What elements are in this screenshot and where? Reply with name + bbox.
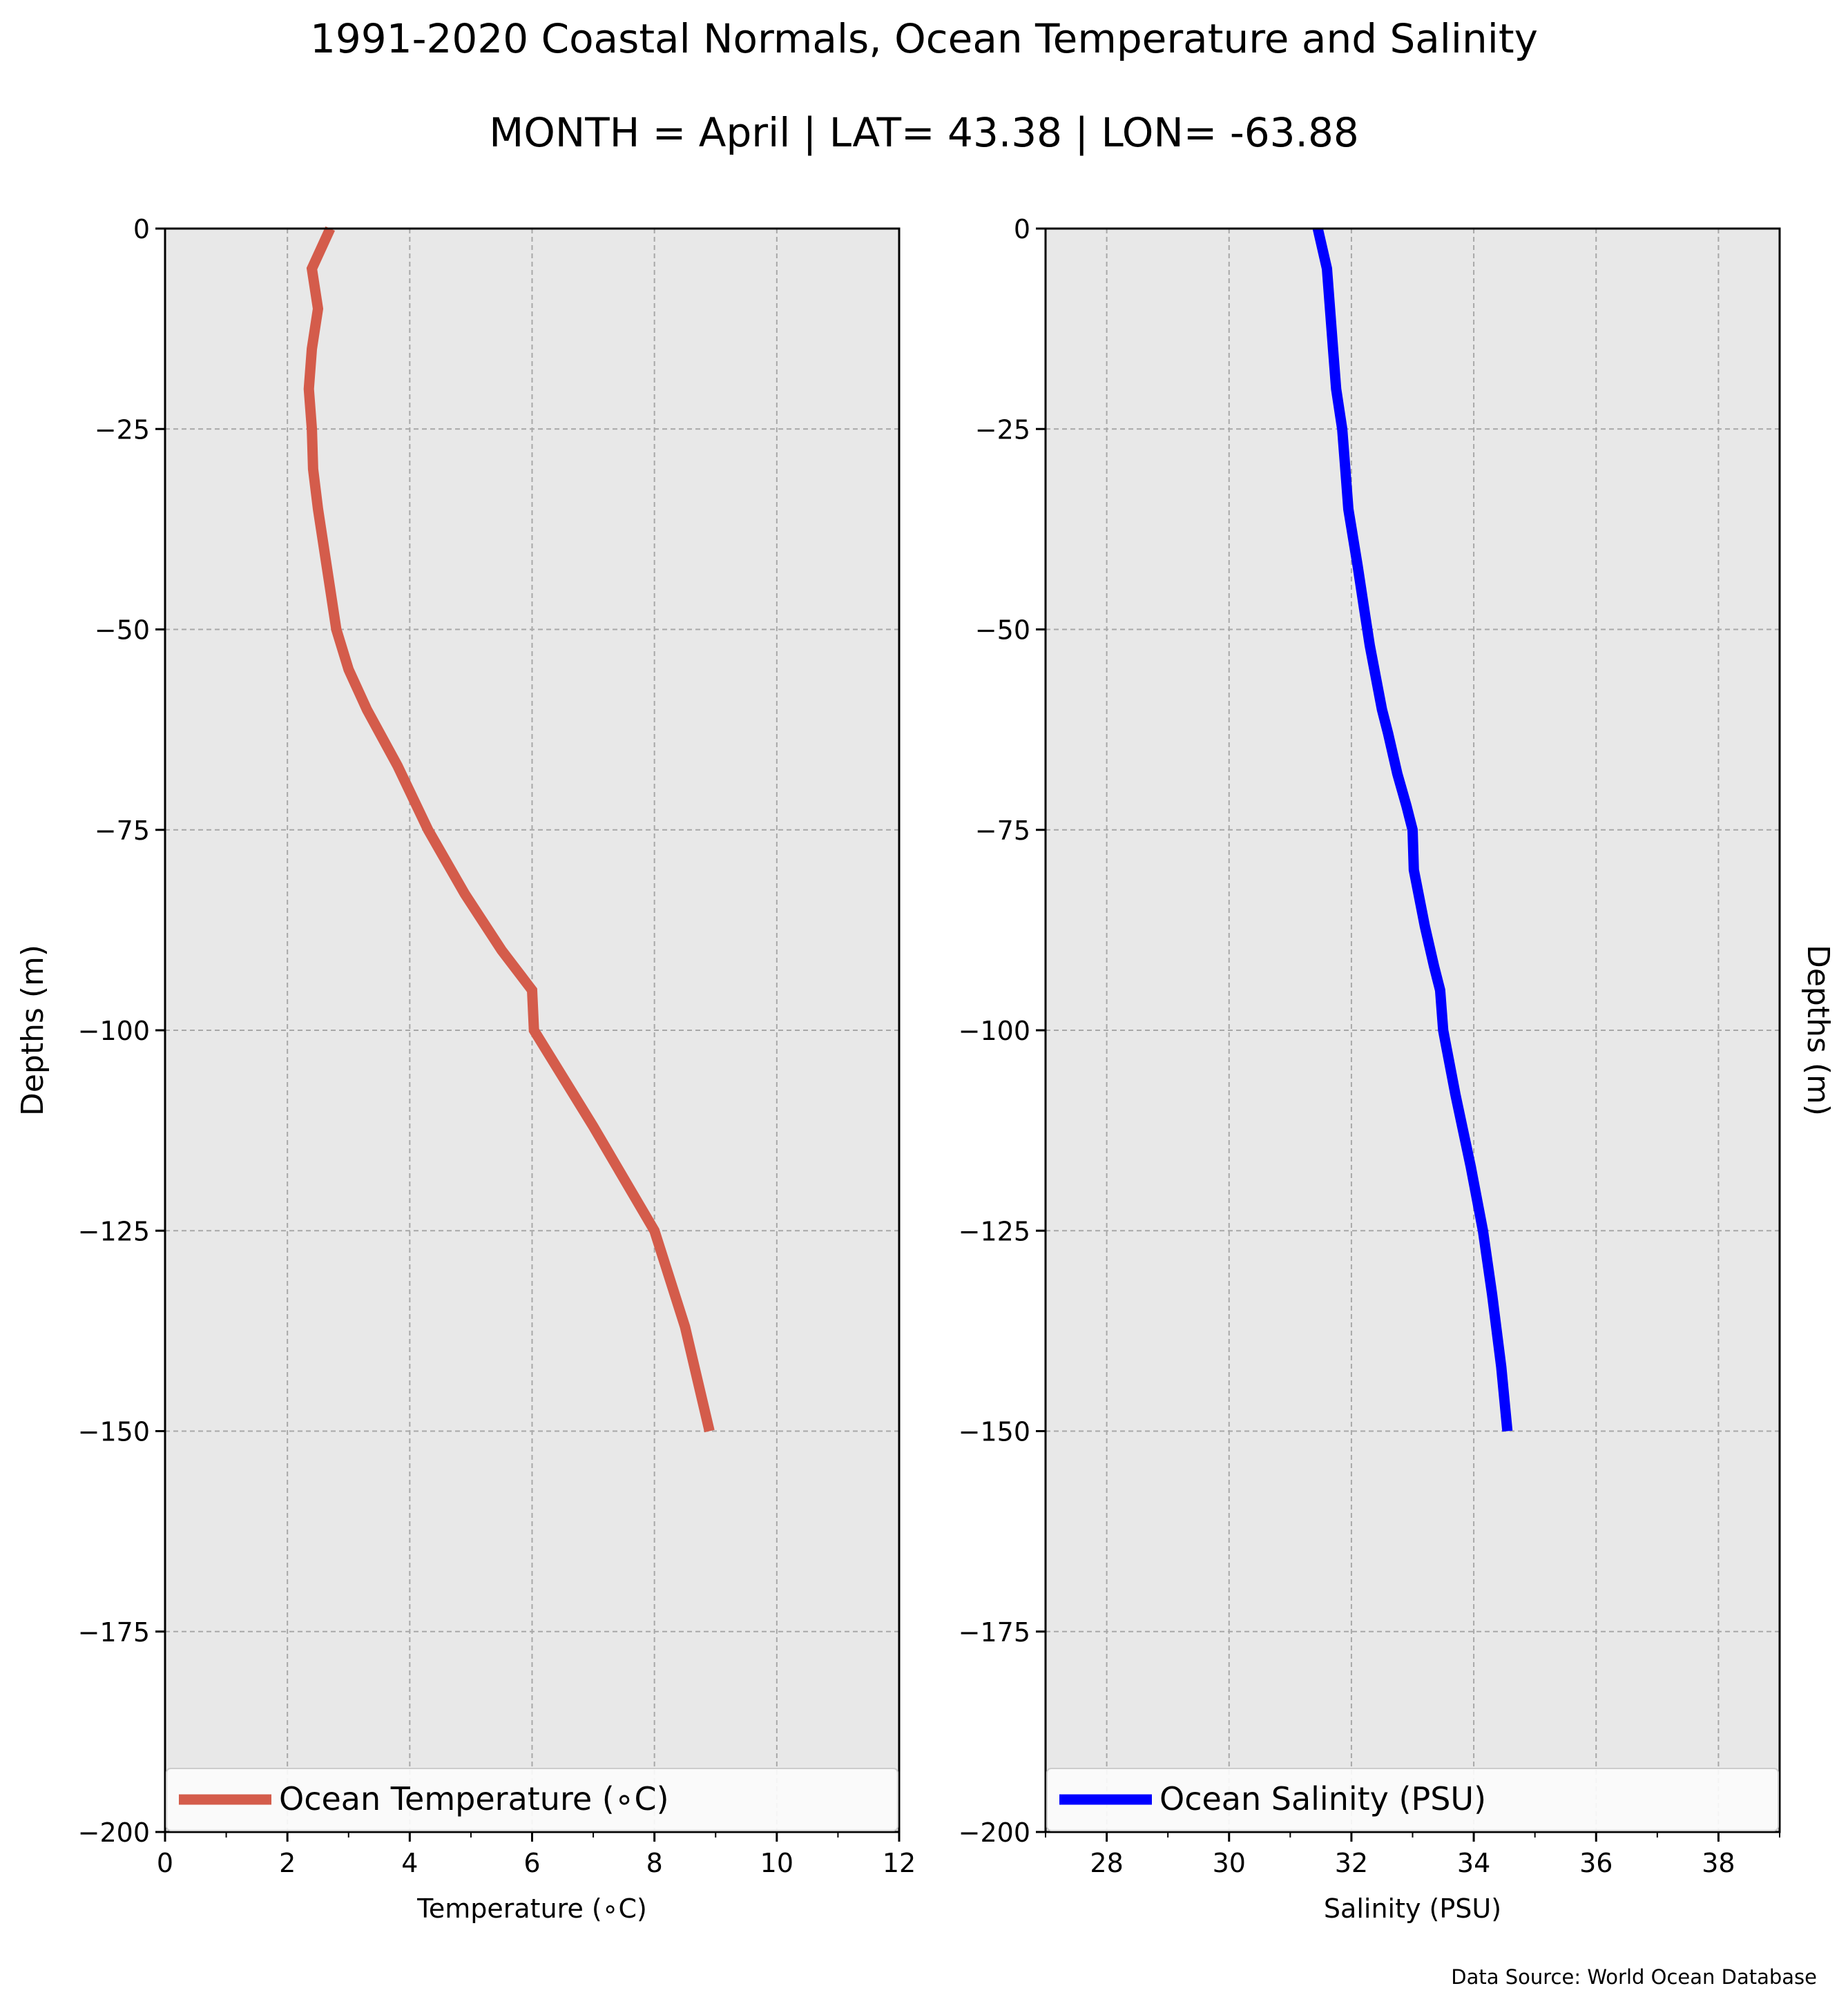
panels-layer: 0 2 4 6 8 10 12 0 −25 −50 −75 −100 −125 −150 −175 −200 T… [15,214,1836,1924]
y-tick-label: −100 [78,1016,150,1046]
y-tick-label: −125 [959,1216,1030,1246]
x-tick-label: 0 [157,1848,173,1878]
x-tick-label: 4 [401,1848,418,1878]
y-tick-label: −50 [95,615,150,646]
y-tick-label: −75 [975,816,1030,846]
x-tick-label: 30 [1213,1848,1246,1878]
x-tick-label: 38 [1702,1848,1735,1878]
x-tick-label: 32 [1335,1848,1368,1878]
legend: Ocean Salinity (PSU) [1046,1768,1779,1831]
x-tick-label: 6 [523,1848,540,1878]
y-tick-label: −150 [959,1417,1030,1447]
data-source-note: Data Source: World Ocean Database [1451,1965,1817,1989]
panel-2: 28 30 32 34 36 38 0 −25 −50 −75 −100 −125 −150 −175 −2… [959,214,1836,1924]
chart-title: 1991-2020 Coastal Normals, Ocean Tempera… [310,15,1538,62]
y-tick-label: −175 [959,1617,1030,1648]
x-tick-label: 2 [279,1848,296,1878]
legend: Ocean Temperature (∘C) [166,1768,898,1831]
y-tick-label: −125 [78,1216,150,1246]
y-tick-label: −150 [78,1417,150,1447]
legend-box [1046,1768,1779,1831]
x-tick-label: 28 [1090,1848,1123,1878]
legend-label: Ocean Temperature (∘C) [279,1780,669,1817]
x-tick-label: 8 [646,1848,663,1878]
x-axis-label: Salinity (PSU) [1324,1893,1501,1924]
x-tick-label: 10 [760,1848,793,1878]
y-tick-label: 0 [1014,214,1030,244]
x-tick-label: 12 [883,1848,916,1878]
y-tick-label: −50 [975,615,1030,646]
series-line-1 [303,226,715,1433]
legend-box [166,1768,898,1831]
y-tick-label: −100 [959,1016,1030,1046]
x-tick-label: 36 [1579,1848,1613,1878]
y-tick-label: −25 [975,414,1030,445]
y-axis-label: Depths (m) [15,945,50,1116]
x-axis-label: Temperature (∘C) [416,1893,647,1924]
legend-label: Ocean Salinity (PSU) [1159,1780,1486,1817]
y-tick-label: −200 [78,1817,150,1848]
y-tick-label: 0 [133,214,150,244]
y-tick-label: −175 [78,1617,150,1648]
x-tick-label: 34 [1457,1848,1490,1878]
series-line-1 [1312,227,1513,1432]
panel-1: 0 2 4 6 8 10 12 0 −25 −50 −75 −100 −125 −150 −175 −200 T… [15,214,916,1924]
y-tick-label: −200 [959,1817,1030,1848]
y-axis-label: Depths (m) [1800,945,1836,1116]
y-tick-label: −75 [95,816,150,846]
y-tick-label: −25 [95,414,150,445]
chart-subtitle: MONTH = April | LAT= 43.38 | LON= -63.88 [489,109,1359,156]
